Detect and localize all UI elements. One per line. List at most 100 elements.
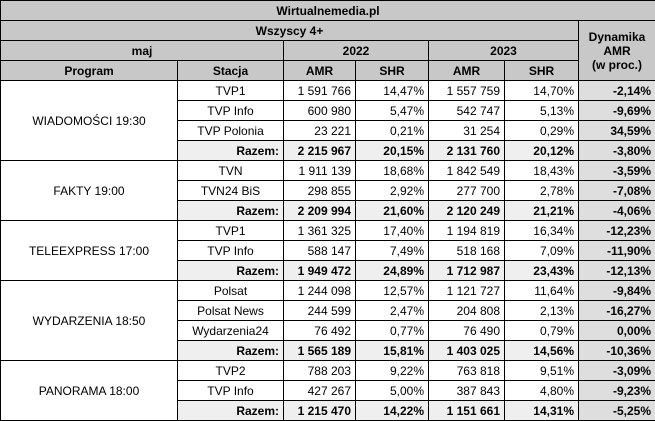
shr-2023: 2,78% (504, 180, 579, 201)
shr-2022: 14,22% (355, 400, 429, 421)
amr-2023: 2 120 249 (428, 200, 505, 221)
station-row: Polsat News 244 599 2,47% 204 808 2,13% -16,2… (1, 300, 655, 321)
shr-2022: 20,15% (355, 140, 429, 161)
year: 2023 (428, 40, 579, 61)
shr-2022: 7,49% (355, 240, 429, 261)
year: 2022 (283, 40, 429, 61)
amr-2022: 1 911 139 (283, 160, 356, 181)
shr-2022: 5,47% (355, 100, 429, 121)
station-row: TVP Info 588 147 7,49% 518 168 7,09% -11,90% (1, 240, 655, 261)
station-row: Wydarzenia24 76 492 0,77% 76 490 0,79% 0,00% (1, 320, 655, 341)
station: TVP Info (177, 240, 284, 261)
station: TVP1 (177, 220, 284, 241)
change: -7,08% (577, 180, 655, 201)
shr-2022: 21,60% (355, 200, 429, 221)
total-row: Razem: 1 949 472 24,89% 1 712 987 23,43% -12,… (1, 260, 655, 281)
amr-2023: 204 808 (428, 300, 505, 321)
shr-2023: 7,09% (504, 240, 579, 261)
amr-2022: 298 855 (283, 180, 356, 201)
station: TVP1 (177, 80, 284, 101)
amr-2022: 1 565 189 (283, 340, 356, 361)
amr-2022: 23 221 (283, 120, 356, 141)
audience-row: Wszyscy 4+ Dynamika AMR (w proc.) (0, 20, 655, 81)
change: -5,25% (577, 400, 655, 421)
title-row: Wirtualnemedia.pl (0, 0, 655, 21)
station: Wydarzenia24 (177, 320, 284, 341)
total-row: Razem: 1 215 470 14,22% 1 151 661 14,31% -5,2… (1, 400, 655, 421)
shr-2022: 2,47% (355, 300, 429, 321)
shr-2023: 4,80% (504, 380, 579, 401)
station: TVN (177, 160, 284, 181)
shr-2023: 21,21% (504, 200, 579, 221)
program: TELEEXPRESS 17:00 (0, 220, 178, 281)
amr-2023: 1 403 025 (428, 340, 505, 361)
program: WIADOMOŚCI 19:30 (0, 80, 178, 161)
station-row: PANORAMA 18:00 TVP2 788 203 9,22% 763 818 9,5… (0, 360, 655, 421)
amr-2023: 387 843 (428, 380, 505, 401)
amr-2023: 31 254 (428, 120, 505, 141)
program: WYDARZENIA 18:50 (0, 280, 178, 361)
shr-2022: 0,21% (355, 120, 429, 141)
shr-2023: 0,79% (504, 320, 579, 341)
station-row: TELEEXPRESS 17:00 TVP1 1 361 325 17,40% 1 19… (0, 220, 655, 281)
station: Polsat News (177, 300, 284, 321)
column-header: Stacja (177, 60, 284, 81)
shr-2023: 14,31% (504, 400, 579, 421)
total-label: Razem: (177, 340, 284, 361)
station-row: TVP Info 600 980 5,47% 542 747 5,13% -9,69% (1, 100, 655, 121)
shr-2022: 9,22% (355, 360, 429, 381)
shr-2023: 16,34% (504, 220, 579, 241)
amr-2023: 2 131 760 (428, 140, 505, 161)
total-label: Razem: (177, 140, 284, 161)
shr-2022: 24,89% (355, 260, 429, 281)
station: TVP Info (177, 380, 284, 401)
amr-2022: 2 209 994 (283, 200, 356, 221)
change-header: Dynamika AMR (w proc.) (577, 20, 655, 81)
shr-2023: 18,43% (504, 160, 579, 181)
total-label: Razem: (177, 260, 284, 281)
shr-2022: 12,57% (355, 280, 429, 301)
shr-2023: 2,13% (504, 300, 579, 321)
program: FAKTY 19:00 (0, 160, 178, 221)
amr-2023: 1 194 819 (428, 220, 505, 241)
amr-2022: 1 215 470 (283, 400, 356, 421)
amr-2023: 542 747 (428, 100, 505, 121)
amr-2022: 788 203 (283, 360, 356, 381)
shr-2022: 5,00% (355, 380, 429, 401)
title: Wirtualnemedia.pl (0, 0, 655, 21)
shr-2023: 0,29% (504, 120, 579, 141)
shr-2023: 11,64% (504, 280, 579, 301)
amr-2023: 1 557 759 (428, 80, 505, 101)
column-header: SHR (355, 60, 429, 81)
station-row: FAKTY 19:00 TVN 1 911 139 18,68% 1 842 549 18… (0, 160, 655, 221)
year-row: maj 2022 2023 (0, 40, 655, 61)
program: PANORAMA 18:00 (0, 360, 178, 421)
month: maj (0, 40, 284, 61)
shr-2022: 2,92% (355, 180, 429, 201)
station: TVP Info (177, 100, 284, 121)
amr-2022: 1 361 325 (283, 220, 356, 241)
total-label: Razem: (177, 400, 284, 421)
amr-2022: 2 215 967 (283, 140, 356, 161)
amr-2023: 1 151 661 (428, 400, 505, 421)
change: -3,59% (577, 160, 655, 181)
amr-2022: 600 980 (283, 100, 356, 121)
shr-2023: 14,56% (504, 340, 579, 361)
amr-2022: 1 591 766 (283, 80, 356, 101)
change: -10,36% (577, 340, 655, 361)
column-row: Program Stacja AMR SHR AMR SHR (0, 60, 655, 81)
column-header: SHR (504, 60, 579, 81)
shr-2023: 20,12% (504, 140, 579, 161)
amr-2023: 76 490 (428, 320, 505, 341)
column-header: Program (0, 60, 178, 81)
amr-2023: 518 168 (428, 240, 505, 261)
station-row: WYDARZENIA 18:50 Polsat 1 244 098 12,57% 1 1… (0, 280, 655, 361)
total-row: Razem: 1 565 189 15,81% 1 403 025 14,56% -10,… (1, 340, 655, 361)
shr-2023: 23,43% (504, 260, 579, 281)
shr-2023: 14,70% (504, 80, 579, 101)
amr-2022: 427 267 (283, 380, 356, 401)
shr-2022: 14,47% (355, 80, 429, 101)
change: 0,00% (577, 320, 655, 341)
